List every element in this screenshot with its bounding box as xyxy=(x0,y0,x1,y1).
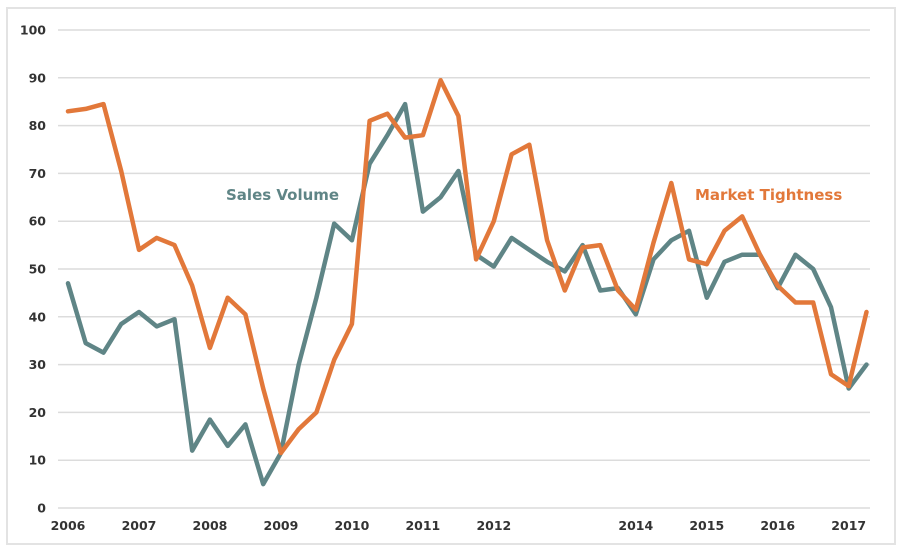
x-tick-label: 2006 xyxy=(51,518,86,533)
y-tick-label: 0 xyxy=(37,501,46,516)
y-tick-label: 90 xyxy=(29,70,47,85)
x-tick-label: 2008 xyxy=(193,518,228,533)
x-tick-label: 2014 xyxy=(618,518,653,533)
x-tick-label: 2012 xyxy=(476,518,511,533)
x-tick-label: 2011 xyxy=(405,518,440,533)
series-label-sales-volume: Sales Volume xyxy=(226,186,339,204)
series-label-market-tightness: Market Tightness xyxy=(695,186,842,204)
series-line-market-tightness xyxy=(65,77,869,456)
y-tick-label: 50 xyxy=(29,262,47,277)
series-lines xyxy=(65,77,869,487)
x-tick-label: 2016 xyxy=(760,518,795,533)
y-tick-label: 30 xyxy=(29,357,47,372)
series-line-sales-volume xyxy=(65,101,869,487)
grid-lines xyxy=(58,29,870,509)
x-tick-label: 2015 xyxy=(689,518,724,533)
y-tick-label: 80 xyxy=(29,118,47,133)
x-tick-label: 2009 xyxy=(264,518,299,533)
y-tick-label: 20 xyxy=(29,405,47,420)
x-axis-ticks: 2006 2007 2008 2009 2010 2011 2012 2014 2015 2016… xyxy=(51,518,867,533)
x-tick-label: 2010 xyxy=(334,518,369,533)
y-axis-ticks: 0 10 20 30 40 50 60 70 80 90 100 xyxy=(20,23,46,516)
y-tick-label: 100 xyxy=(20,23,46,38)
y-tick-label: 40 xyxy=(29,309,47,324)
y-tick-label: 10 xyxy=(29,453,47,468)
y-tick-label: 70 xyxy=(29,166,47,181)
x-tick-label: 2007 xyxy=(122,518,157,533)
x-tick-label: 2017 xyxy=(831,518,866,533)
y-tick-label: 60 xyxy=(29,214,47,229)
